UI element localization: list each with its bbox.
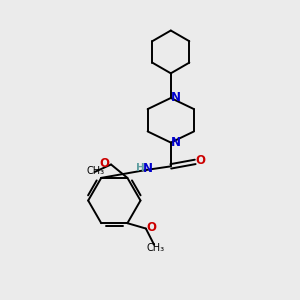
Text: H: H [136,163,144,173]
Text: N: N [171,92,181,104]
Text: O: O [100,157,110,169]
Text: N: N [171,136,181,149]
Text: N: N [143,162,153,175]
Text: O: O [146,220,156,233]
Text: OCH₃: OCH₃ [82,171,86,172]
Text: O: O [196,154,206,167]
Text: CH₃: CH₃ [86,166,104,176]
Text: CH₃: CH₃ [147,243,165,254]
